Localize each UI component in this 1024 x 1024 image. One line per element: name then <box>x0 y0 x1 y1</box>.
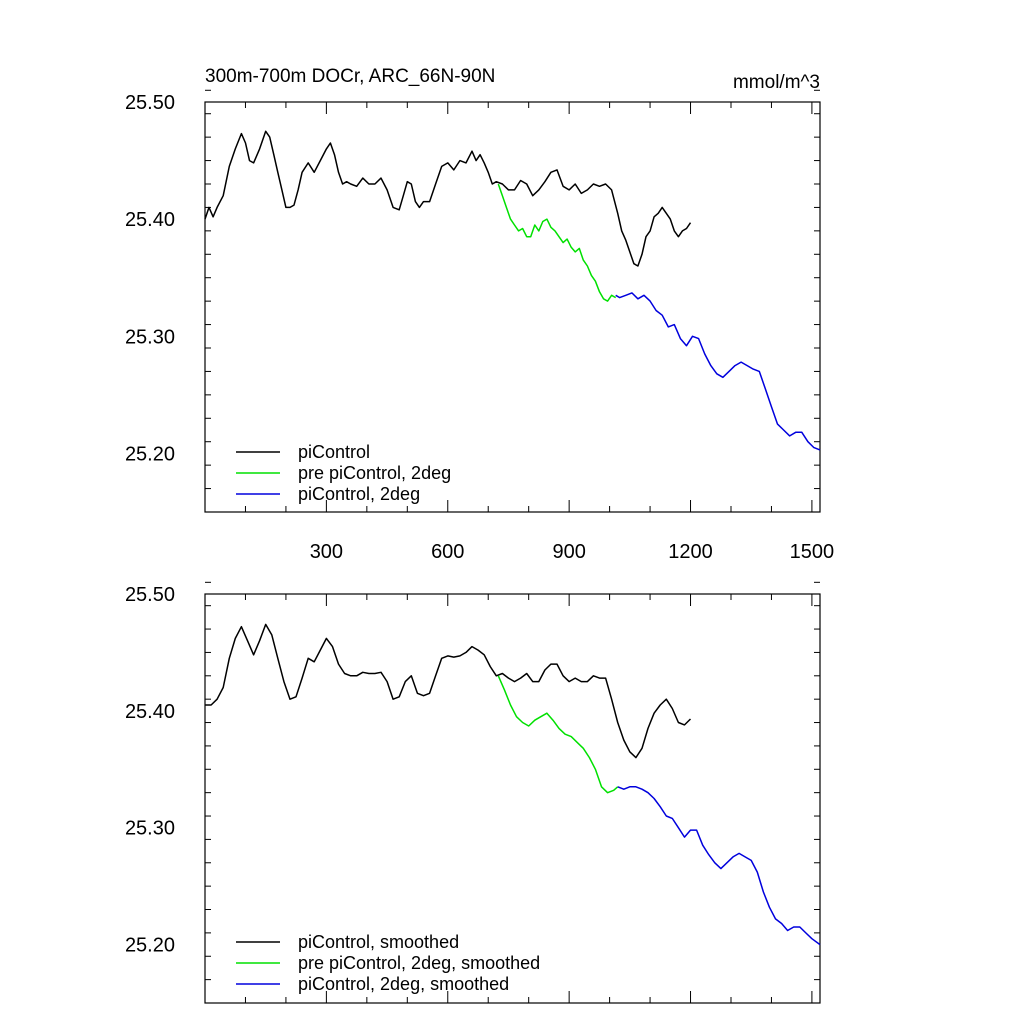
x-tick-label: 300 <box>310 541 343 563</box>
y-tick-label: 25.50 <box>125 92 175 114</box>
axis-ticks: 25.20 25.30 25.40 25.50 <box>125 581 820 1004</box>
chart-title: 300m-700m DOCr, ARC_66N-90N <box>205 66 495 87</box>
series-line-0 <box>205 623 692 759</box>
series-line-1 <box>497 675 619 794</box>
y-tick-label: 25.20 <box>125 443 175 465</box>
series-group <box>204 130 821 451</box>
axis-ticks: 25.20 25.30 25.40 25.50 300 600 900 1200 1500 <box>125 89 835 563</box>
x-tick-label: 1500 <box>790 541 835 563</box>
y-tick-label: 25.40 <box>125 209 175 231</box>
legend-label: piControl, 2deg, smoothed <box>298 974 509 994</box>
y-tick-label: 25.50 <box>125 584 175 606</box>
series-line-2 <box>615 292 821 451</box>
legend-label: pre piControl, 2deg, smoothed <box>298 953 540 973</box>
panel-bottom: 25.20 25.30 25.40 25.50 piControl, smoothed… <box>125 581 821 1004</box>
plot-frame <box>204 101 821 513</box>
series-line-1 <box>497 183 617 302</box>
panel-top: 300m-700m DOCr, ARC_66N-90N mmol/m^3 25.… <box>125 66 834 563</box>
y-tick-label: 25.20 <box>125 935 175 957</box>
legend-label: piControl, 2deg <box>298 484 420 504</box>
series-line-2 <box>617 786 821 946</box>
series-line-0 <box>204 130 692 267</box>
units-label: mmol/m^3 <box>733 72 820 93</box>
series-group <box>205 623 821 946</box>
legend-label: pre piControl, 2deg <box>298 463 451 483</box>
legend-label: piControl <box>298 442 370 462</box>
x-tick-label: 900 <box>552 541 585 563</box>
plot-frame <box>204 593 821 1004</box>
y-tick-label: 25.30 <box>125 326 175 348</box>
y-tick-label: 25.40 <box>125 701 175 723</box>
legend-label: piControl, smoothed <box>298 932 459 952</box>
x-tick-label: 1200 <box>668 541 713 563</box>
y-tick-label: 25.30 <box>125 818 175 840</box>
x-tick-label: 600 <box>431 541 464 563</box>
